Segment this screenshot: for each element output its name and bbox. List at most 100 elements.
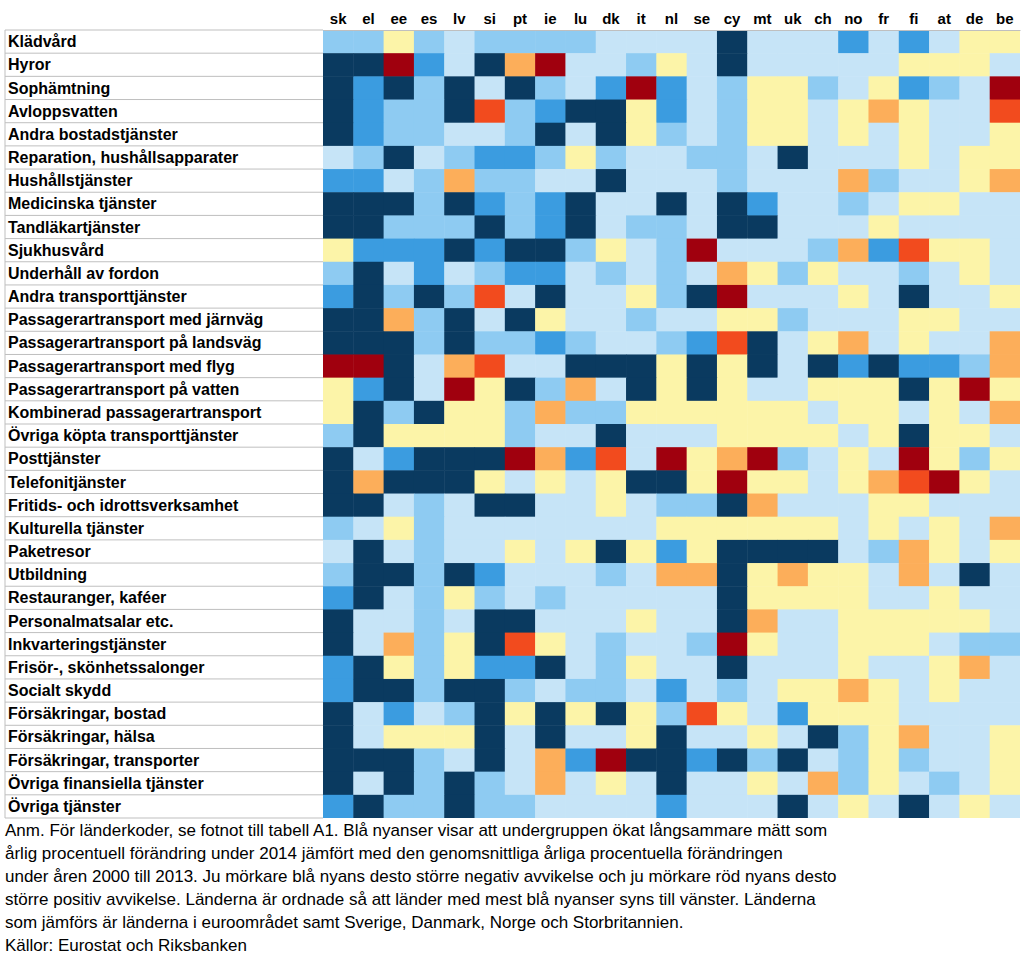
- heat-cell: [656, 563, 687, 587]
- heat-cell: [747, 308, 778, 332]
- heat-cell: [626, 378, 657, 402]
- row-label: Övriga tjänster: [8, 797, 121, 815]
- heat-cell: [747, 424, 778, 448]
- heat-cell: [990, 586, 1020, 610]
- row-line: [5, 725, 323, 726]
- heat-cell: [838, 331, 869, 355]
- heat-cell: [626, 30, 657, 54]
- heat-cell: [808, 795, 839, 818]
- heat-cell: [778, 76, 809, 100]
- heat-cell: [414, 656, 445, 680]
- heat-cell: [717, 100, 748, 124]
- x-tick: mt: [753, 10, 771, 30]
- heat-cell: [990, 378, 1020, 402]
- heat-cell: [778, 679, 809, 703]
- heat-cell: [747, 53, 778, 77]
- x-tick: es: [421, 10, 438, 30]
- heat-cell: [808, 702, 839, 726]
- heat-cell: [808, 308, 839, 332]
- heat-cell: [929, 424, 960, 448]
- heat-cell: [687, 239, 718, 263]
- notes: Anm. För länderkoder, se fotnot till tab…: [5, 821, 837, 932]
- heat-cell: [990, 795, 1020, 818]
- heat-cell: [929, 795, 960, 818]
- heat-cell: [475, 517, 506, 541]
- heat-cell: [868, 494, 899, 518]
- heat-cell: [747, 748, 778, 772]
- heat-cell: [353, 540, 384, 564]
- label-border: [5, 30, 6, 818]
- heat-cell: [687, 169, 718, 193]
- heat-cell: [808, 76, 839, 100]
- heat-cell: [687, 494, 718, 518]
- x-tick: it: [637, 10, 646, 30]
- heat-cell: [565, 679, 596, 703]
- heat-cell: [656, 192, 687, 216]
- heat-cell: [717, 563, 748, 587]
- heat-cell: [778, 146, 809, 170]
- heat-cell: [414, 239, 445, 263]
- heat-cell: [656, 215, 687, 239]
- heat-cell: [899, 30, 930, 54]
- heat-cell: [323, 609, 354, 633]
- heat-cell: [444, 53, 475, 77]
- heat-cell: [626, 586, 657, 610]
- note-line: som jämförs är länderna i euroområdet sa…: [5, 913, 683, 932]
- heat-cell: [687, 76, 718, 100]
- heat-cell: [596, 354, 627, 378]
- heat-cell: [323, 772, 354, 796]
- heat-cell: [717, 76, 748, 100]
- heat-cell: [808, 494, 839, 518]
- heat-cell: [353, 470, 384, 494]
- heat-cell: [384, 76, 415, 100]
- heat-cell: [596, 239, 627, 263]
- row-line: [5, 609, 323, 610]
- heat-cell: [444, 354, 475, 378]
- heat-cell: [778, 447, 809, 471]
- heat-cell: [535, 540, 566, 564]
- heat-cell: [414, 517, 445, 541]
- x-tick-label: fr: [878, 10, 889, 27]
- heat-cell: [444, 123, 475, 147]
- heat-cell: [475, 331, 506, 355]
- row-label: Försäkringar, bostad: [8, 705, 166, 722]
- heat-cell: [778, 401, 809, 425]
- heat-cell: [626, 494, 657, 518]
- heat-cell: [747, 146, 778, 170]
- heat-cell: [747, 517, 778, 541]
- heat-cell: [596, 470, 627, 494]
- heat-cell: [990, 424, 1020, 448]
- heat-cell: [626, 100, 657, 124]
- heat-cell: [838, 285, 869, 309]
- row-label-grid: [5, 30, 323, 818]
- heat-cell: [353, 656, 384, 680]
- heat-cell: [414, 378, 445, 402]
- heat-cell: [990, 470, 1020, 494]
- heat-cell: [414, 30, 445, 54]
- heat-cell: [414, 215, 445, 239]
- heat-cell: [535, 795, 566, 818]
- heat-cell: [747, 100, 778, 124]
- heat-cell: [808, 772, 839, 796]
- heat-cell: [475, 424, 506, 448]
- x-tick: fi: [909, 10, 918, 30]
- heat-cell: [838, 76, 869, 100]
- row-label: Underhåll av fordon: [8, 265, 159, 282]
- heat-cell: [626, 748, 657, 772]
- heat-cell: [384, 447, 415, 471]
- heat-cell: [899, 53, 930, 77]
- heat-cell: [717, 308, 748, 332]
- heat-cell: [656, 146, 687, 170]
- heat-cell: [535, 262, 566, 286]
- heat-cell: [353, 424, 384, 448]
- heat-cell: [778, 215, 809, 239]
- heat-cell: [626, 146, 657, 170]
- heat-cell: [444, 146, 475, 170]
- heat-cell: [687, 378, 718, 402]
- row-label: Socialt skydd: [8, 682, 111, 699]
- row-line: [5, 30, 323, 31]
- heat-cell: [414, 76, 445, 100]
- heat-cell: [687, 100, 718, 124]
- heat-cell: [596, 378, 627, 402]
- heat-cell: [353, 76, 384, 100]
